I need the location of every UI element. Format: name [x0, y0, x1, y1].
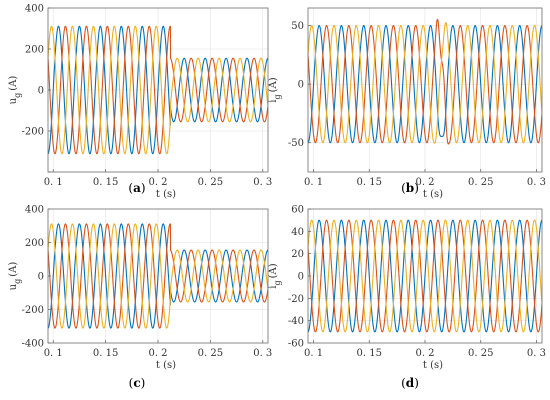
y-tick-label: 40 [291, 227, 304, 238]
y-tick-label: 400 [25, 205, 44, 216]
x-tick-label: 0. 15 [93, 177, 118, 188]
y-tick-label: -400 [22, 339, 44, 350]
subplot-c: 0. 1 0. 15 0. 2 0. 25 0. 3 -400 -200 0 200 400 t (… [8, 205, 272, 391]
y-axis-unit: (A) [8, 76, 19, 91]
subplot-caption-letter: c [133, 376, 140, 390]
y-axis-subscript: g [273, 280, 282, 285]
x-tick-label: 0. 1 [44, 348, 63, 359]
y-tick-label: 200 [25, 238, 44, 249]
x-tick-label: 0. 15 [357, 177, 382, 188]
x-tick-label: 0. 15 [357, 348, 382, 359]
y-axis-label: ig(A) [268, 77, 282, 102]
x-axis-label: t (s) [423, 360, 443, 371]
y-tick-label: 60 [291, 205, 304, 216]
y-tick-label: 0 [298, 272, 304, 283]
x-axis-label: t (s) [156, 360, 176, 371]
y-tick-label: 400 [25, 4, 44, 15]
x-axis-label: t (s) [423, 189, 443, 200]
x-tick-label: 0. 3 [253, 177, 272, 188]
y-tick-label: -200 [22, 305, 44, 316]
subplot-caption: (b) [401, 181, 419, 195]
y-axis-label: ug(A) [8, 76, 22, 105]
subplot-caption-letter: b [406, 181, 414, 195]
x-tick-label: 0. 25 [198, 348, 223, 359]
x-tick-label: 0. 3 [527, 177, 546, 188]
subplot-caption: (d) [401, 376, 419, 390]
x-tick-label: 0. 3 [527, 348, 546, 359]
y-tick-label: -50 [288, 138, 304, 149]
y-axis-label: ug(A) [8, 262, 22, 291]
y-axis-subscript: g [13, 93, 22, 98]
y-tick-label: 0 [38, 272, 44, 283]
subplot-caption: (c) [129, 376, 146, 390]
y-tick-label: -200 [22, 127, 44, 138]
x-tick-label: 0. 2 [415, 348, 434, 359]
y-axis-unit: (A) [268, 77, 279, 92]
y-tick-label: 0 [38, 86, 44, 97]
x-tick-label: 0. 2 [148, 348, 167, 359]
y-axis-label: ig(A) [268, 263, 282, 288]
y-tick-label: -40 [288, 316, 304, 327]
y-tick-label: -20 [288, 294, 304, 305]
y-tick-label: 200 [25, 45, 44, 56]
x-tick-label: 0. 25 [468, 177, 493, 188]
x-tick-label: 0. 25 [468, 348, 493, 359]
x-tick-label: 0. 2 [148, 177, 167, 188]
x-tick-label: 0. 1 [44, 177, 63, 188]
subplot-caption: (a) [128, 181, 145, 195]
subplot-d: 0. 1 0. 15 0. 2 0. 25 0. 3 -60 -40 -20 0 20 40 60 t … [268, 205, 546, 391]
y-tick-label: 0 [298, 80, 304, 91]
x-tick-label: 0. 15 [93, 348, 118, 359]
y-tick-label: 50 [291, 21, 304, 32]
x-tick-label: 0. 1 [304, 177, 323, 188]
y-tick-label: -60 [288, 339, 304, 350]
y-axis-subscript: g [273, 94, 282, 99]
y-tick-label: 20 [291, 249, 304, 260]
y-axis-subscript: g [13, 279, 22, 284]
x-tick-label: 0. 3 [253, 348, 272, 359]
y-axis-unit: (A) [268, 263, 279, 278]
x-axis-label: t (s) [156, 189, 176, 200]
y-axis-unit: (A) [8, 262, 19, 277]
x-tick-label: 0. 25 [198, 177, 223, 188]
x-tick-label: 0. 1 [304, 348, 323, 359]
